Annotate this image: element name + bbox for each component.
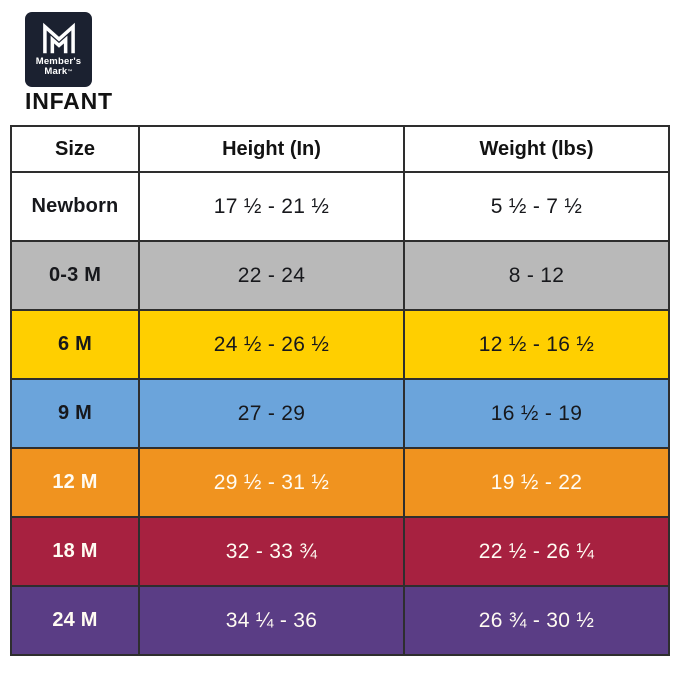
- weight-cell: 16 ½ - 19: [403, 378, 670, 449]
- weight-cell: 19 ½ - 22: [403, 447, 670, 518]
- height-cell: 29 ½ - 31 ½: [138, 447, 405, 518]
- height-cell: 22 - 24: [138, 240, 405, 311]
- members-mark-m-icon: [42, 22, 75, 54]
- height-cell: 24 ½ - 26 ½: [138, 309, 405, 380]
- table-row: 24 M 34 ¼ - 36 26 ¾ - 30 ½: [10, 585, 670, 656]
- weight-cell: 5 ½ - 7 ½: [403, 171, 670, 242]
- height-cell: 32 - 33 ¾: [138, 516, 405, 587]
- members-mark-logo: Member's Mark™: [25, 12, 92, 87]
- size-cell: 18 M: [10, 516, 140, 587]
- page-title: INFANT: [25, 88, 113, 114]
- column-header-size: Size: [10, 125, 140, 173]
- logo-line2: Mark: [44, 66, 68, 77]
- header-row: Size Height (In) Weight (lbs): [10, 125, 670, 173]
- table-row: 0-3 M 22 - 24 8 - 12: [10, 240, 670, 311]
- size-cell: 6 M: [10, 309, 140, 380]
- height-cell: 27 - 29: [138, 378, 405, 449]
- table-row: 6 M 24 ½ - 26 ½ 12 ½ - 16 ½: [10, 309, 670, 380]
- size-cell: Newborn: [10, 171, 140, 242]
- size-cell: 12 M: [10, 447, 140, 518]
- weight-cell: 12 ½ - 16 ½: [403, 309, 670, 380]
- weight-cell: 26 ¾ - 30 ½: [403, 585, 670, 656]
- column-header-height: Height (In): [138, 125, 405, 173]
- size-cell: 9 M: [10, 378, 140, 449]
- weight-cell: 8 - 12: [403, 240, 670, 311]
- column-header-weight: Weight (lbs): [403, 125, 670, 173]
- height-cell: 34 ¼ - 36: [138, 585, 405, 656]
- height-cell: 17 ½ - 21 ½: [138, 171, 405, 242]
- infant-size-chart-table: Size Height (In) Weight (lbs) Newborn 17 …: [10, 125, 670, 656]
- table-row: 9 M 27 - 29 16 ½ - 19: [10, 378, 670, 449]
- size-cell: 0-3 M: [10, 240, 140, 311]
- weight-cell: 22 ½ - 26 ¼: [403, 516, 670, 587]
- trademark-symbol: ™: [67, 69, 73, 75]
- table-row: 18 M 32 - 33 ¾ 22 ½ - 26 ¼: [10, 516, 670, 587]
- size-cell: 24 M: [10, 585, 140, 656]
- table-row: 12 M 29 ½ - 31 ½ 19 ½ - 22: [10, 447, 670, 518]
- members-mark-wordmark: Member's Mark™: [36, 57, 82, 77]
- logo-line1: Member's: [35, 56, 82, 67]
